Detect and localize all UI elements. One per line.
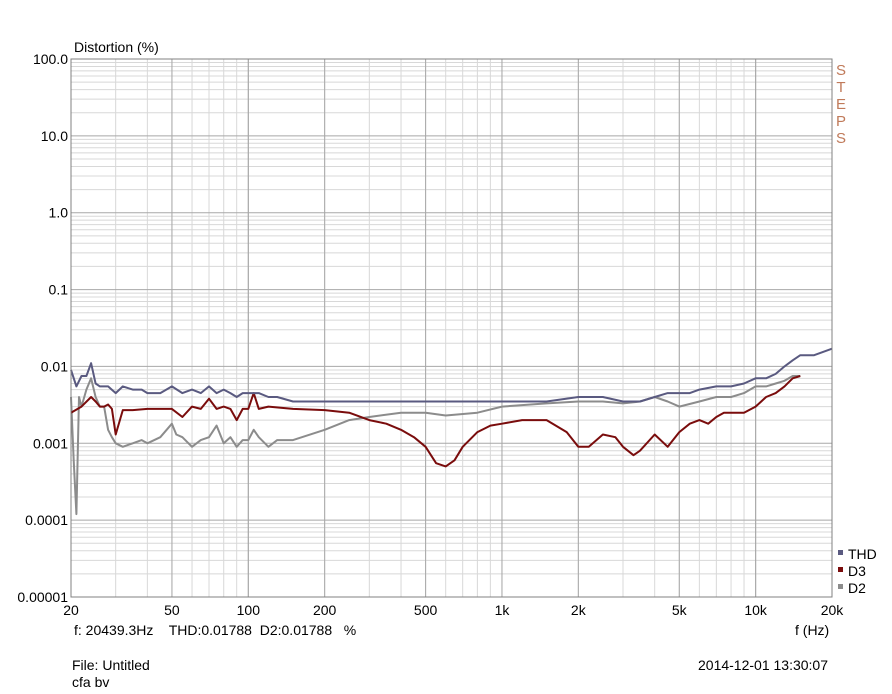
file-label: File: Untitled — [72, 657, 150, 673]
cursor-readout: f: 20439.3Hz THD:0.01788 D2:0.01788 % — [74, 622, 357, 638]
y-tick-label: 0.01 — [41, 358, 68, 374]
side-label-letter: E — [836, 96, 846, 113]
x-tick-label: 500 — [414, 602, 438, 618]
y-tick-label: 100.0 — [33, 51, 68, 67]
y-tick-label: 0.00001 — [17, 589, 68, 605]
x-tick-label: 20 — [63, 602, 79, 618]
y-tick-label: 1.0 — [49, 205, 69, 221]
legend-label: THD — [848, 546, 877, 562]
y-tick-labels: 100.0 10.0 1.0 0.1 0.01 0.001 0.0001 0.00001 — [17, 51, 68, 605]
side-label-letter: S — [836, 130, 846, 147]
plot-frame — [70, 58, 833, 598]
series-layer — [70, 347, 833, 516]
x-tick-labels: 20 50 100 200 500 1k 2k 5k 10k 20k — [63, 602, 844, 618]
legend-swatch — [838, 584, 843, 589]
author-label: cfa bv — [72, 674, 110, 690]
x-tick-label: 50 — [164, 602, 180, 618]
x-tick-label: 1k — [495, 602, 511, 618]
legend-swatch — [838, 567, 843, 572]
x-tick-label: 20k — [821, 602, 845, 618]
x-tick-label: 5k — [672, 602, 688, 618]
y-tick-label: 0.001 — [33, 435, 68, 451]
x-tick-label: 10k — [744, 602, 768, 618]
legend-label: D3 — [848, 563, 866, 579]
series-line-d3 — [70, 375, 801, 468]
y-axis-label: Distortion (%) — [74, 39, 159, 55]
y-tick-label: 0.1 — [49, 282, 69, 298]
series-line-thd — [70, 347, 833, 403]
x-tick-label: 2k — [571, 602, 587, 618]
timestamp: 2014-12-01 13:30:07 — [698, 657, 828, 673]
minor-grid — [70, 59, 833, 597]
series-line-d2 — [70, 375, 801, 516]
x-axis-label: f (Hz) — [795, 622, 830, 638]
legend-label: D2 — [848, 580, 866, 596]
y-tick-label: 0.0001 — [25, 512, 68, 528]
side-label-letter: P — [836, 113, 846, 130]
x-tick-label: 200 — [313, 602, 337, 618]
x-tick-label: 100 — [237, 602, 261, 618]
side-label-letter: S — [836, 62, 846, 79]
y-tick-label: 10.0 — [41, 128, 68, 144]
legend-swatch — [838, 550, 843, 555]
side-label-letter: T — [836, 79, 845, 96]
